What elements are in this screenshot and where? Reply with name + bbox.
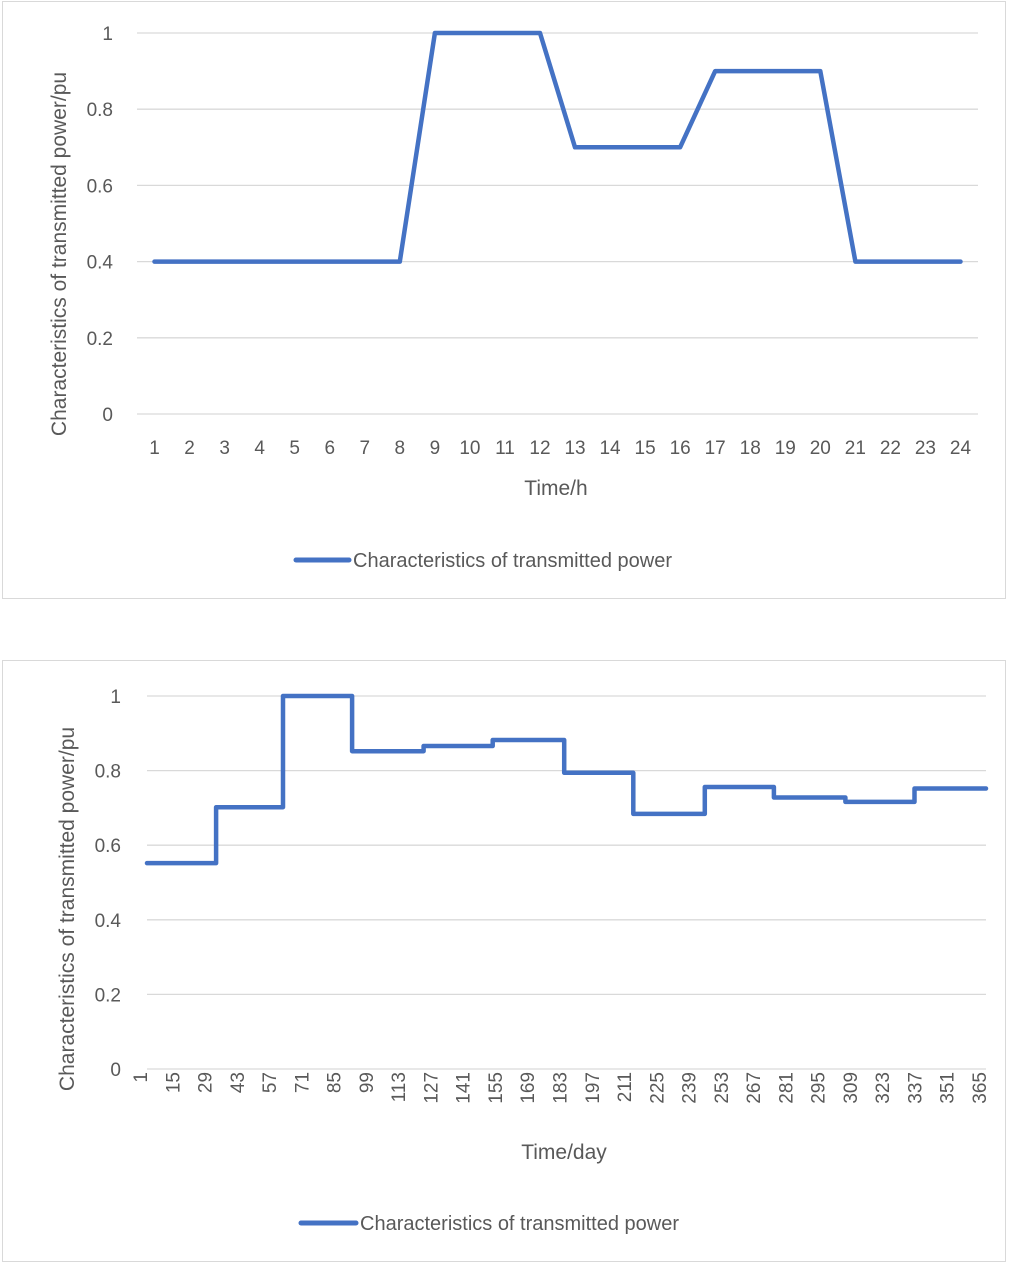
x-tick-label: 239: [680, 1072, 701, 1104]
y-tick-label: 0.4: [87, 253, 114, 274]
x-tick-label: 169: [518, 1072, 539, 1104]
x-tick-label: 13: [564, 438, 585, 459]
x-tick-label: 57: [260, 1072, 281, 1093]
x-tick-label: 323: [873, 1072, 894, 1104]
series-line: [144, 693, 989, 866]
x-axis-title: Time/h: [524, 477, 587, 500]
x-tick-label: 6: [324, 438, 335, 459]
x-tick-label: 43: [228, 1072, 249, 1093]
x-tick-label: 155: [486, 1072, 507, 1104]
x-tick-label: 71: [292, 1072, 313, 1093]
x-tick-label: 22: [880, 438, 901, 459]
x-tick-label: 309: [841, 1072, 862, 1104]
x-tick-label: 1: [149, 438, 160, 459]
x-tick-label: 11: [495, 438, 515, 459]
hourly-power-plot: 00.20.40.60.811 2 3 4 5 6 7 8 9 10 11 12 13 14 15 16 17 1…: [48, 24, 978, 572]
y-tick-label: 0.8: [87, 100, 113, 121]
y-tick-label: 0: [110, 1060, 121, 1081]
x-tick-label: 10: [459, 438, 480, 459]
x-tick-label: 24: [950, 438, 972, 459]
x-tick-label: 2: [184, 438, 195, 459]
y-tick-label: 0.4: [95, 911, 122, 932]
x-tick-label: 14: [599, 438, 621, 459]
x-tick-label: 197: [583, 1072, 604, 1104]
x-tick-label: 8: [395, 438, 406, 459]
y-tick-label: 0.8: [95, 762, 121, 783]
x-tick-label: 23: [915, 438, 936, 459]
y-tick-label: 1: [110, 687, 121, 708]
x-tick-label: 9: [430, 438, 441, 459]
x-tick-label: 99: [357, 1072, 378, 1093]
x-tick-label: 127: [421, 1072, 442, 1104]
x-tick-label: 29: [196, 1072, 217, 1093]
x-tick-label: 7: [359, 438, 370, 459]
x-tick-label: 20: [810, 438, 831, 459]
y-tick-label: 0.2: [95, 985, 121, 1006]
daily-power-chart: 0 0.2 0.4 0.6 0.8 1 1 15 29 43 57 71 85 99 113 127 141 15…: [2, 660, 1006, 1262]
daily-power-plot: 0 0.2 0.4 0.6 0.8 1 1 15 29 43 57 71 85 99 113 127 141 15…: [56, 687, 991, 1235]
x-tick-label: 1: [131, 1072, 152, 1083]
hourly-power-chart: 0 0.2 0.4 0.6 0.8 1 1 2 3 4 5 6 7 8 9 10 11 12 13 14 15 16 17 1…: [2, 1, 1006, 599]
x-tick-label: 267: [744, 1072, 765, 1104]
x-tick-label: 4: [254, 438, 265, 459]
series-line: [152, 30, 963, 264]
y-tick-label: 0: [102, 405, 113, 426]
x-tick-label: 15: [163, 1072, 184, 1093]
y-tick-label: 0.2: [87, 329, 113, 350]
x-tick-label: 15: [635, 438, 656, 459]
x-tick-label: 16: [670, 438, 691, 459]
legend-label: Characteristics of transmitted power: [360, 1213, 679, 1235]
x-tick-label: 12: [529, 438, 550, 459]
y-tick-label: 0.6: [87, 176, 113, 197]
y-tick-label: 1: [102, 24, 113, 45]
x-tick-label: 225: [647, 1072, 668, 1104]
x-tick-label: 351: [938, 1072, 959, 1104]
x-tick-label: 5: [289, 438, 300, 459]
x-tick-label: 113: [389, 1072, 410, 1102]
x-tick-label: 253: [712, 1072, 733, 1104]
x-tick-label: 281: [776, 1072, 797, 1104]
x-tick-label: 21: [845, 438, 866, 459]
x-tick-label: 211: [615, 1072, 636, 1102]
x-tick-label: 295: [809, 1072, 830, 1104]
x-tick-label: 3: [219, 438, 230, 459]
x-tick-label: 18: [740, 438, 761, 459]
y-axis-title: Characteristics of transmitted power/pu: [48, 72, 71, 436]
y-axis-title: Characteristics of transmitted power/pu: [56, 727, 79, 1091]
y-tick-label: 0.6: [95, 836, 121, 857]
x-tick-label: 19: [775, 438, 796, 459]
x-tick-label: 85: [325, 1072, 346, 1093]
x-axis-title: Time/day: [521, 1141, 607, 1164]
x-tick-label: 183: [551, 1072, 572, 1104]
x-tick-label: 17: [705, 438, 726, 459]
x-tick-label: 141: [454, 1072, 475, 1104]
x-tick-label: 365: [970, 1072, 991, 1104]
x-tick-label: 337: [906, 1072, 927, 1104]
legend-label: Characteristics of transmitted power: [353, 550, 672, 572]
